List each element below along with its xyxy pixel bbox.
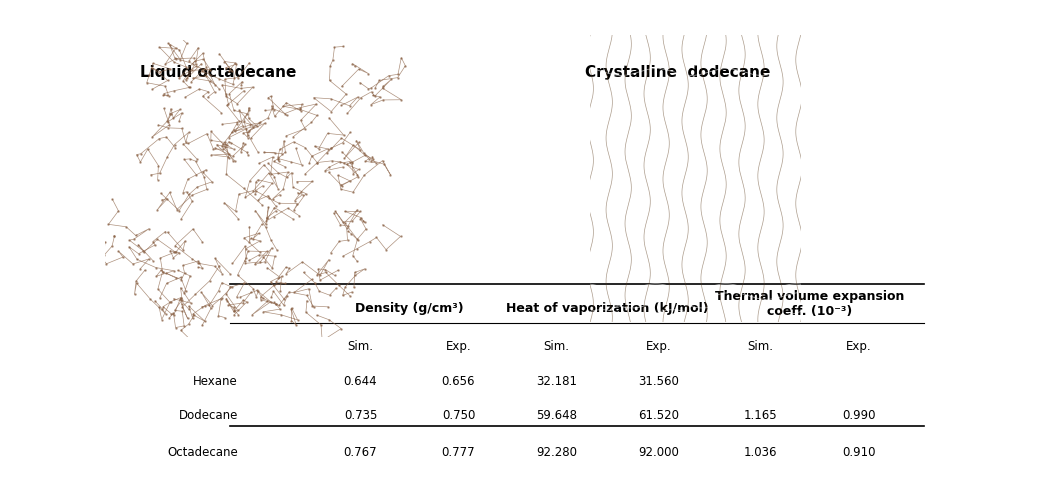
Text: 92.000: 92.000 xyxy=(638,446,679,459)
Text: 0.750: 0.750 xyxy=(442,409,475,422)
Text: 0.910: 0.910 xyxy=(842,446,876,459)
Text: 0.735: 0.735 xyxy=(344,409,377,422)
Text: Exp.: Exp. xyxy=(646,340,671,353)
Text: 0.644: 0.644 xyxy=(344,375,377,388)
Text: 1.036: 1.036 xyxy=(744,446,778,459)
Text: Octadecane: Octadecane xyxy=(168,446,238,459)
Text: 0.777: 0.777 xyxy=(442,446,475,459)
Text: 1.165: 1.165 xyxy=(744,409,778,422)
Text: Hexane: Hexane xyxy=(193,375,238,388)
Text: 0.990: 0.990 xyxy=(842,409,876,422)
Text: 31.560: 31.560 xyxy=(638,375,679,388)
Text: Liquid octadecane: Liquid octadecane xyxy=(140,65,296,80)
Text: 59.648: 59.648 xyxy=(536,409,577,422)
Text: Exp.: Exp. xyxy=(846,340,872,353)
Text: Thermal volume expansion
coeff. (10⁻³): Thermal volume expansion coeff. (10⁻³) xyxy=(715,290,904,318)
Text: 0.656: 0.656 xyxy=(442,375,475,388)
Text: Crystalline  dodecane: Crystalline dodecane xyxy=(585,65,770,80)
Text: Heat of vaporization (kJ/mol): Heat of vaporization (kJ/mol) xyxy=(506,302,709,315)
Text: 92.280: 92.280 xyxy=(536,446,577,459)
Text: Dodecane: Dodecane xyxy=(178,409,238,422)
Text: 32.181: 32.181 xyxy=(536,375,577,388)
Text: 61.520: 61.520 xyxy=(638,409,679,422)
Text: Sim.: Sim. xyxy=(348,340,373,353)
Text: Sim.: Sim. xyxy=(747,340,774,353)
Text: Sim.: Sim. xyxy=(544,340,569,353)
Text: Density (g/cm³): Density (g/cm³) xyxy=(355,302,464,315)
Text: 0.767: 0.767 xyxy=(344,446,377,459)
Text: Exp.: Exp. xyxy=(446,340,471,353)
